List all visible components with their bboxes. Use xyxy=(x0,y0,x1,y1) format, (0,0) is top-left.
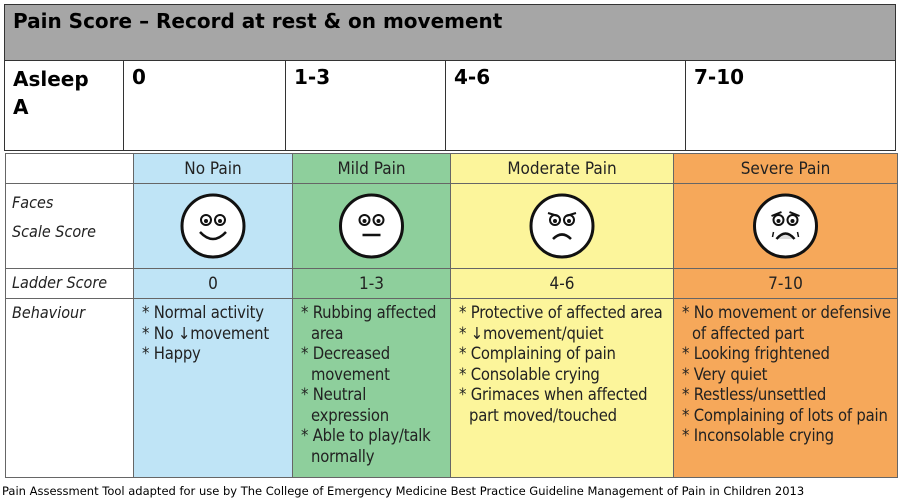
score-cell: 1-3 xyxy=(285,60,446,151)
behaviour-item: * No movement or defensive of affected p… xyxy=(682,303,891,343)
label: Faces xyxy=(12,193,54,212)
asleep-cell: Asleep A xyxy=(4,60,124,151)
behaviour-item: * Protective of affected area xyxy=(459,303,663,322)
score: 4-6 xyxy=(454,65,491,89)
ladder-score: 0 xyxy=(133,268,293,299)
footer: Pain Assessment Tool adapted for use by … xyxy=(2,484,805,498)
behaviour-item: * Very quiet xyxy=(682,364,768,384)
face-cell xyxy=(133,183,293,269)
row-label: Ladder Score xyxy=(5,268,134,299)
column-header: No Pain xyxy=(133,153,293,184)
face xyxy=(339,193,404,259)
behaviour-item: * Complaining of pain xyxy=(459,344,616,363)
behaviour-item: * Happy xyxy=(142,344,201,363)
ladder-score: 7-10 xyxy=(673,268,898,299)
label: Scale Score xyxy=(12,222,96,241)
behaviour-cell: * Rubbing affected area * Decreased movem… xyxy=(292,298,451,478)
behaviour-cell: * Normal activity * No ↓movement * Happy xyxy=(133,298,293,478)
behaviour-item: * Looking frightened xyxy=(682,344,830,363)
behaviour-item: * Normal activity xyxy=(142,303,264,322)
face xyxy=(180,193,246,259)
corner xyxy=(5,153,134,184)
behaviour-item: * Complaining of lots of pain xyxy=(682,405,888,425)
behaviour-item: * Neutral expression xyxy=(301,385,390,425)
behaviour-cell: * No movement or defensive of affected p… xyxy=(673,298,898,478)
title: Pain Score – Record at rest & on movemen… xyxy=(13,9,503,33)
behaviour-item: * No ↓movement xyxy=(142,323,269,343)
column-header: Moderate Pain xyxy=(450,153,674,184)
behaviour-item: * Consolable crying xyxy=(459,364,600,384)
score-cell: 4-6 xyxy=(445,60,686,151)
score-cell: 0 xyxy=(123,60,286,151)
behaviour-item: * Decreased movement xyxy=(301,344,390,384)
behaviour-item: * Able to play/talk normally xyxy=(301,426,431,466)
score: 1-3 xyxy=(294,65,331,89)
score: 7-10 xyxy=(694,65,745,89)
behaviour-item: * Rubbing affected area xyxy=(301,303,437,343)
face-cell xyxy=(673,183,898,269)
score-cell: 7-10 xyxy=(685,60,896,151)
face xyxy=(529,193,595,259)
ladder-score: 4-6 xyxy=(450,268,674,299)
behaviour-item: * Inconsolable crying xyxy=(682,426,834,445)
column-header: Mild Pain xyxy=(292,153,451,184)
behaviour-item: * ↓movement/quiet xyxy=(459,323,604,343)
row-label: Behaviour xyxy=(5,298,134,478)
face-cell xyxy=(292,183,451,269)
header: Pain Score – Record at rest & on movemen… xyxy=(4,4,896,61)
behaviour-item: * Restless/unsettled xyxy=(682,385,827,404)
behaviour-item: * Grimaces when affected part moved/touc… xyxy=(459,385,648,425)
ladder-score: 1-3 xyxy=(292,268,451,299)
behaviour-cell: * Protective of affected area * ↓movement… xyxy=(450,298,674,478)
label: Asleep xyxy=(13,67,89,91)
row-label: Faces Scale Score xyxy=(5,183,134,269)
face-cell xyxy=(450,183,674,269)
column-header: Severe Pain xyxy=(673,153,898,184)
score: 0 xyxy=(132,65,146,89)
label: A xyxy=(13,95,29,119)
face xyxy=(753,193,818,259)
